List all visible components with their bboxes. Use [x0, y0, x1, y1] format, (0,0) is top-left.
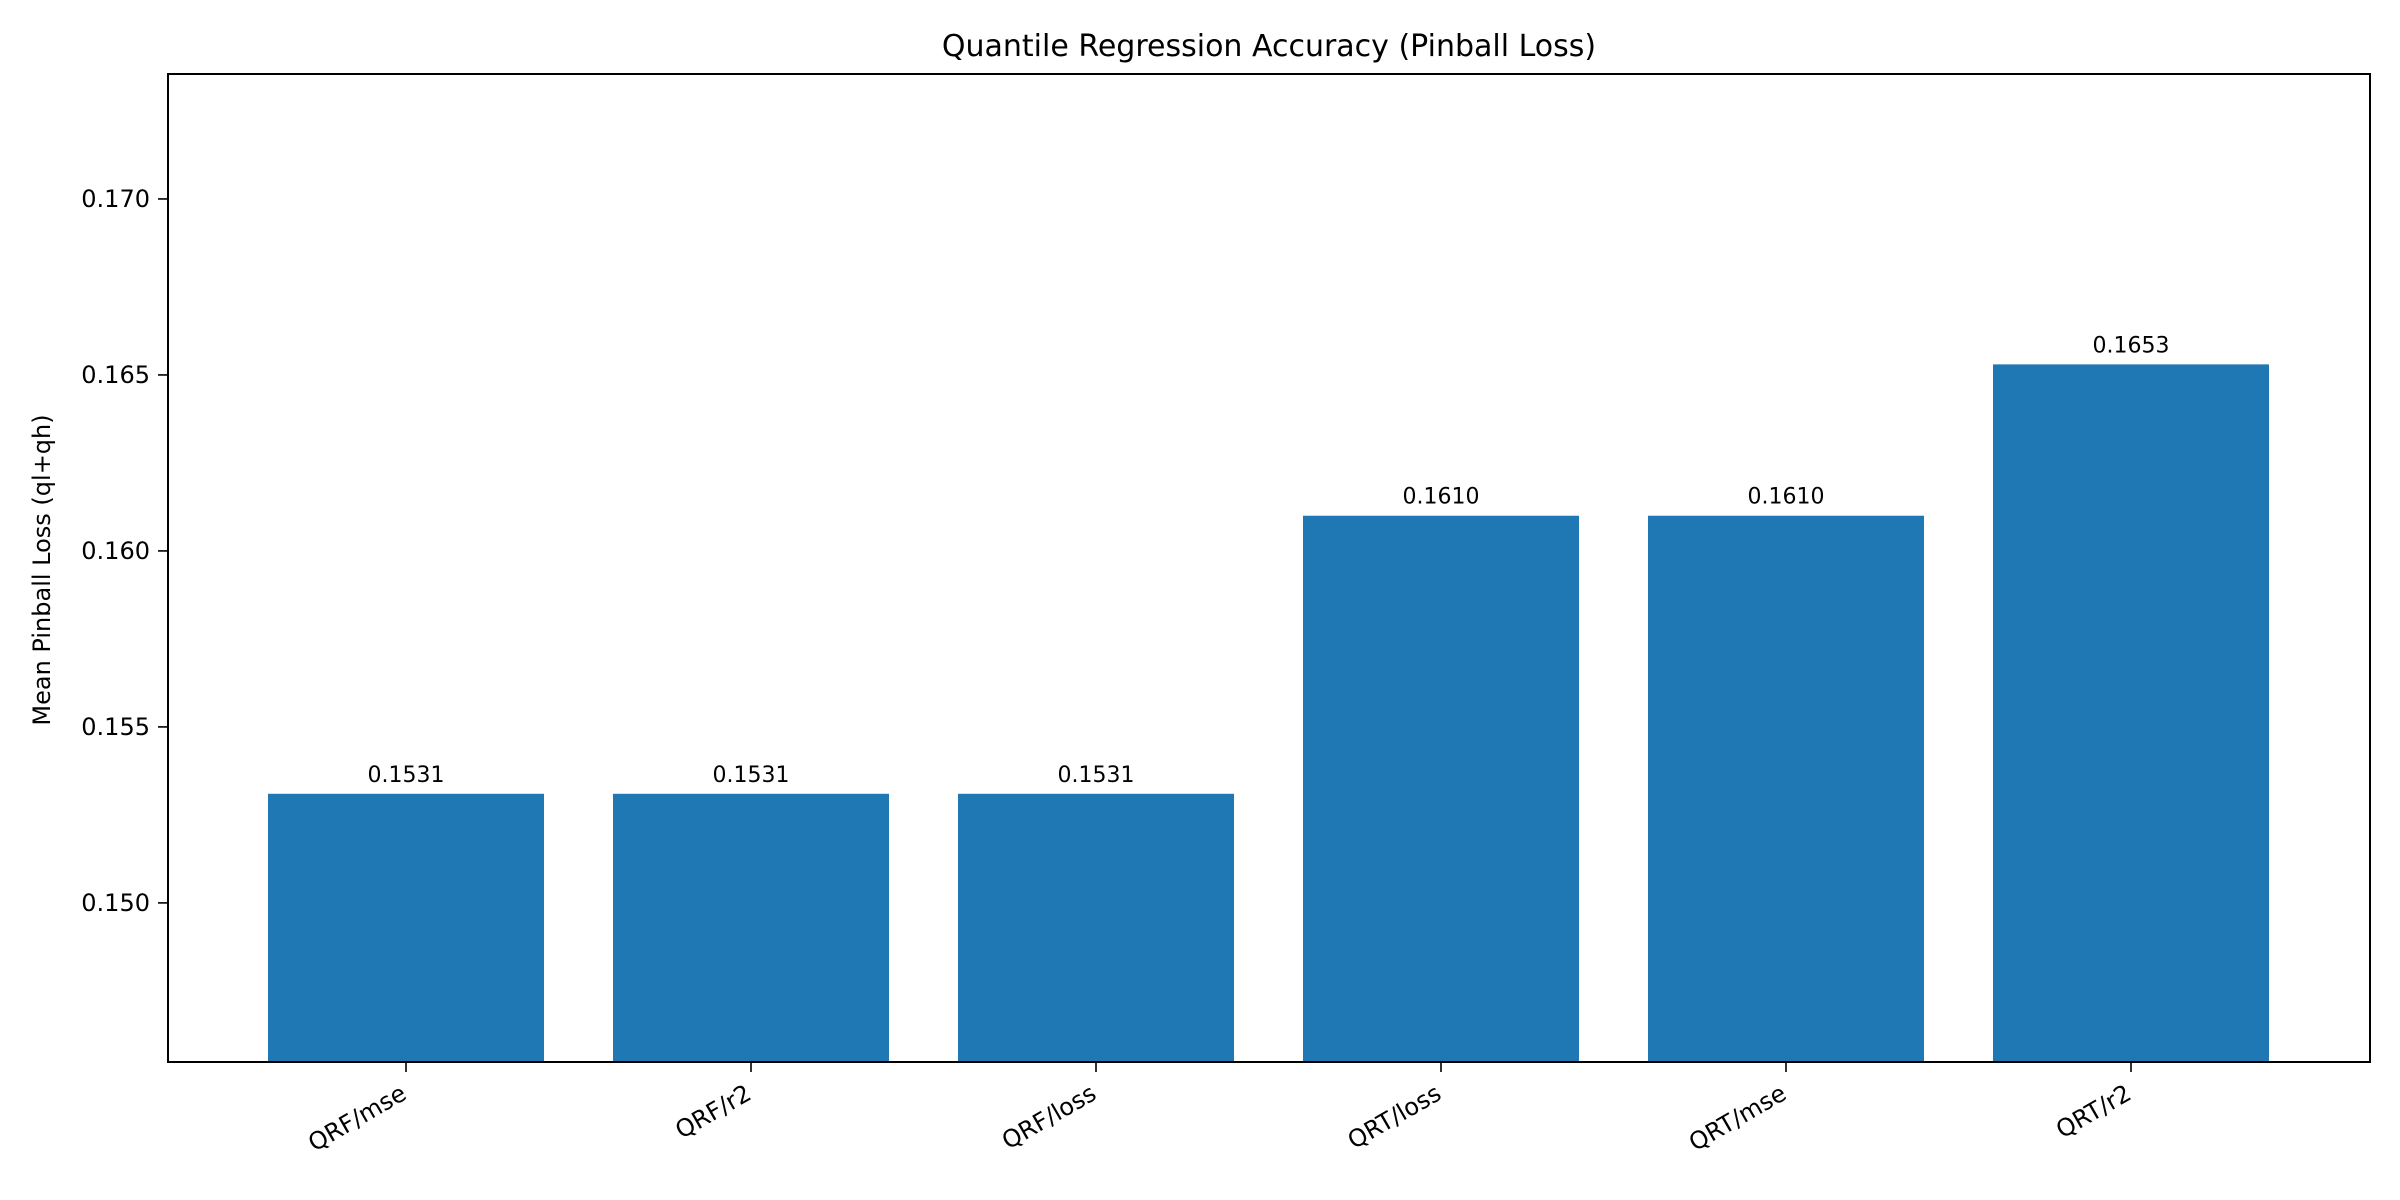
y-tick-label: 0.150: [81, 889, 150, 917]
bar-value-label: 0.1531: [1058, 763, 1135, 788]
y-tick-label: 0.170: [81, 185, 150, 213]
y-tick-label: 0.160: [81, 537, 150, 565]
bars-group: [268, 364, 2269, 1062]
bar: [1648, 515, 1924, 1062]
bar-value-label: 0.1531: [713, 763, 790, 788]
bar: [268, 793, 544, 1062]
plot-frame: [167, 73, 2371, 1063]
y-tick-label: 0.165: [81, 361, 150, 389]
bar: [1303, 515, 1579, 1062]
bar-value-label: 0.1531: [368, 763, 445, 788]
bar-value-label: 0.1610: [1403, 485, 1480, 510]
y-axis-ticks: 0.150 0.155 0.160 0.165 0.170: [81, 185, 168, 917]
data-labels-group: 0.1531 0.1531 0.1531 0.1610 0.1610 0.1653: [368, 333, 2170, 787]
y-axis-label: Mean Pinball Loss (ql+qh): [28, 414, 56, 725]
bar: [1993, 364, 2269, 1062]
bar: [958, 793, 1234, 1062]
chart-title: Quantile Regression Accuracy (Pinball Lo…: [942, 29, 1596, 64]
y-tick-label: 0.155: [81, 713, 150, 741]
bar-value-label: 0.1610: [1748, 485, 1825, 510]
bar: [613, 793, 889, 1062]
bar-value-label: 0.1653: [2093, 333, 2170, 358]
